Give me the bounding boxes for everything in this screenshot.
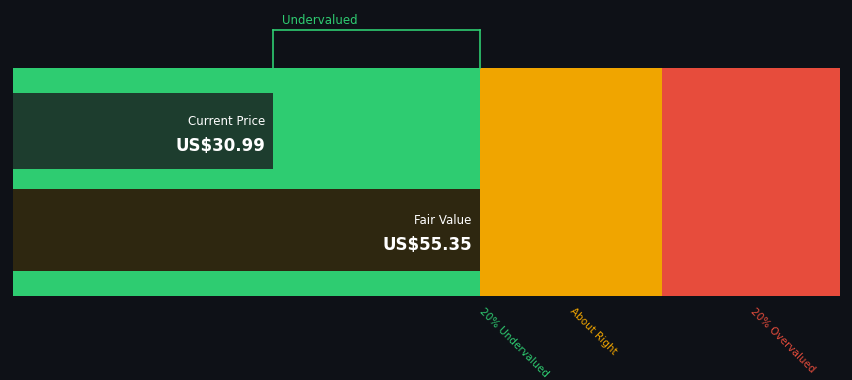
Bar	[13, 93, 273, 169]
Text: US$55.35: US$55.35	[382, 236, 471, 254]
Bar	[13, 68, 480, 296]
Text: 20% Overvalued: 20% Overvalued	[747, 306, 815, 374]
Bar	[480, 68, 661, 296]
Bar	[13, 189, 480, 271]
Text: 44.0%: 44.0%	[282, 0, 344, 4]
Text: US$30.99: US$30.99	[175, 136, 265, 155]
Text: Current Price: Current Price	[187, 115, 265, 128]
Text: Fair Value: Fair Value	[414, 214, 471, 227]
Text: 20% Undervalued: 20% Undervalued	[477, 306, 550, 378]
Text: About Right: About Right	[567, 306, 619, 356]
Text: Undervalued: Undervalued	[282, 14, 357, 27]
Bar	[661, 68, 839, 296]
